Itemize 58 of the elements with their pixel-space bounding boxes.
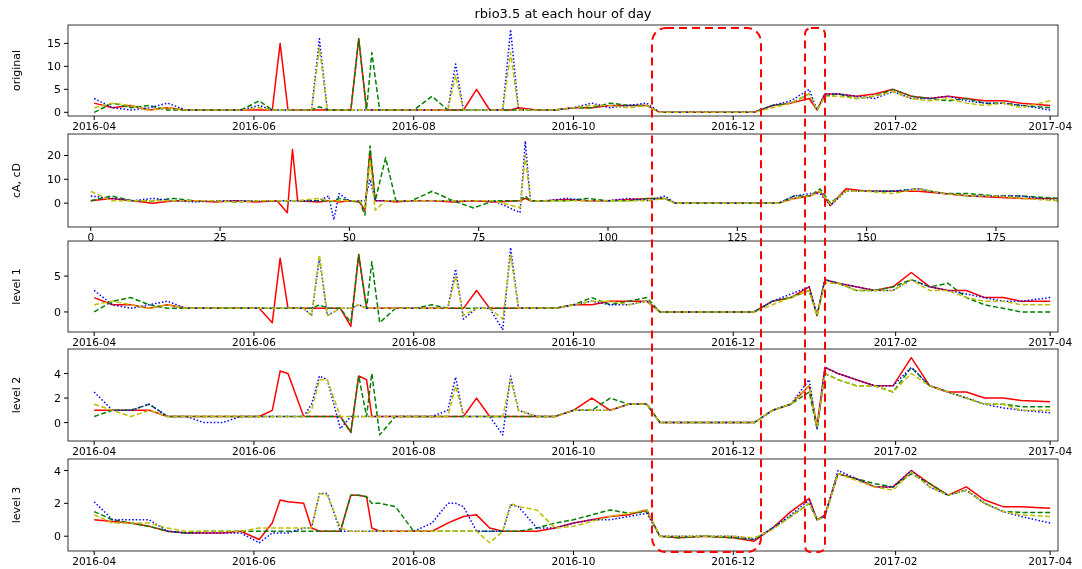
x-tick-label: 2017-02 (873, 445, 918, 457)
x-tick-label: 2016-06 (232, 555, 277, 567)
x-tick-label: 175 (985, 231, 1006, 243)
x-tick-label: 2016-10 (551, 336, 596, 348)
x-tick-label: 2016-12 (711, 336, 756, 348)
x-tick-label: 2017-02 (873, 336, 918, 348)
y-axis-title: level 2 (10, 376, 23, 414)
x-tick-label: 2017-04 (1028, 336, 1073, 348)
x-tick-label: 75 (472, 231, 486, 243)
y-tick-label: 0 (54, 416, 61, 430)
x-tick-label: 2017-02 (873, 555, 918, 567)
x-tick-label: 2016-06 (232, 336, 277, 348)
x-tick-label: 2016-06 (232, 445, 277, 457)
y-tick-label: 20 (47, 149, 61, 163)
x-tick-label: 2016-10 (551, 120, 596, 132)
x-tick-label: 0 (87, 231, 95, 243)
x-tick-label: 2016-12 (711, 555, 756, 567)
y-axis-title: level 3 (10, 486, 23, 524)
y-tick-label: 0 (54, 197, 61, 211)
y-tick-label: 0 (54, 106, 61, 120)
x-tick-label: 2017-04 (1028, 120, 1073, 132)
y-axis-title: original (10, 49, 23, 92)
chart-title: rbio3.5 at each hour of day (474, 6, 652, 21)
x-tick-label: 2016-06 (232, 120, 277, 132)
y-tick-label: 4 (54, 367, 61, 381)
x-tick-label: 100 (597, 231, 619, 243)
x-tick-label: 2016-04 (72, 445, 117, 457)
y-tick-label: 5 (54, 270, 61, 284)
y-axis-title: cA, cD (10, 162, 23, 199)
y-tick-label: 2 (54, 392, 61, 406)
y-tick-label: 2 (54, 497, 61, 511)
x-tick-label: 2016-08 (391, 336, 436, 348)
x-tick-label: 2016-12 (711, 445, 756, 457)
y-tick-label: 0 (54, 305, 61, 319)
y-axis-title: level 1 (10, 268, 23, 305)
y-tick-label: 10 (47, 173, 61, 187)
y-tick-label: 15 (47, 37, 61, 51)
x-tick-label: 2016-08 (391, 120, 436, 132)
x-tick-label: 25 (213, 231, 227, 243)
x-tick-label: 2016-04 (72, 336, 117, 348)
x-tick-label: 2016-04 (72, 120, 117, 132)
line-series (93, 372, 1051, 428)
x-tick-label: 2017-04 (1028, 445, 1073, 457)
x-tick-label: 50 (342, 231, 357, 243)
x-tick-label: 2017-04 (1028, 555, 1073, 567)
x-tick-label: 150 (856, 231, 877, 243)
y-tick-label: 0 (54, 530, 61, 544)
x-tick-label: 2016-08 (391, 555, 436, 567)
y-tick-label: 10 (47, 60, 61, 74)
x-tick-label: 125 (727, 231, 748, 243)
x-tick-label: 2016-10 (551, 445, 596, 457)
x-tick-label: 2016-04 (72, 555, 117, 567)
y-tick-label: 5 (54, 83, 61, 97)
y-tick-label: 4 (54, 464, 61, 478)
x-tick-label: 2016-12 (711, 120, 756, 132)
x-tick-label: 2017-02 (873, 120, 918, 132)
x-tick-label: 2016-08 (391, 445, 436, 457)
x-tick-label: 2016-10 (551, 555, 596, 567)
